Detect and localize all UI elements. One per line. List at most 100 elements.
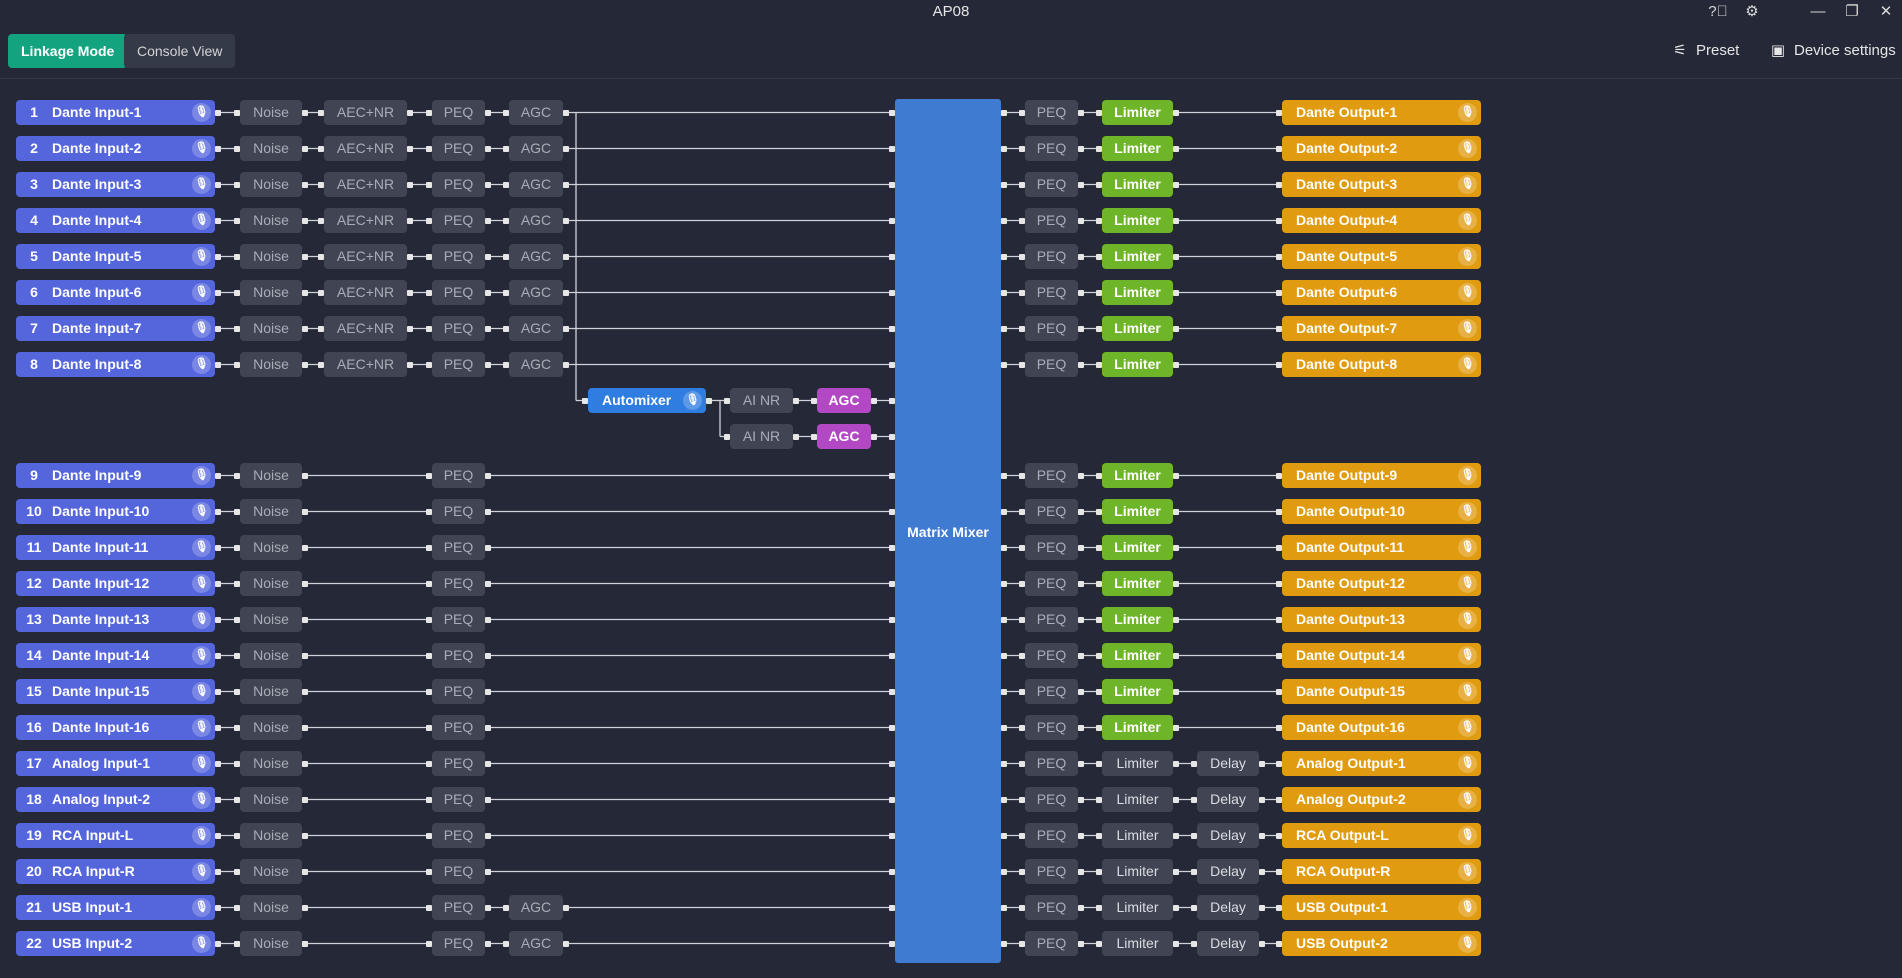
preset-button[interactable]: ⚟ Preset bbox=[1670, 34, 1739, 68]
input-peq-8[interactable]: PEQ bbox=[432, 352, 485, 377]
aec-nr-5[interactable]: AEC+NR bbox=[324, 244, 407, 269]
noise-gate-3[interactable]: Noise bbox=[240, 172, 302, 197]
microphone-icon[interactable]: 🎙 bbox=[192, 283, 211, 302]
limiter-6[interactable]: Limiter bbox=[1102, 280, 1173, 305]
output-peq-14[interactable]: PEQ bbox=[1025, 643, 1078, 668]
output-channel-16[interactable]: Dante Output-16 🎙 bbox=[1282, 715, 1481, 740]
input-agc-1[interactable]: AGC bbox=[509, 100, 563, 125]
output-peq-8[interactable]: PEQ bbox=[1025, 352, 1078, 377]
noise-gate-20[interactable]: Noise bbox=[240, 859, 302, 884]
output-peq-10[interactable]: PEQ bbox=[1025, 499, 1078, 524]
output-channel-12[interactable]: Dante Output-12 🎙 bbox=[1282, 571, 1481, 596]
automixer[interactable]: Automixer 🎙 bbox=[588, 388, 706, 413]
input-peq-6[interactable]: PEQ bbox=[432, 280, 485, 305]
output-peq-2[interactable]: PEQ bbox=[1025, 136, 1078, 161]
microphone-icon[interactable]: 🎙 bbox=[192, 319, 211, 338]
output-peq-16[interactable]: PEQ bbox=[1025, 715, 1078, 740]
limiter-21[interactable]: Limiter bbox=[1102, 895, 1173, 920]
output-channel-9[interactable]: Dante Output-9 🎙 bbox=[1282, 463, 1481, 488]
limiter-16[interactable]: Limiter bbox=[1102, 715, 1173, 740]
output-channel-4[interactable]: Dante Output-4 🎙 bbox=[1282, 208, 1481, 233]
limiter-20[interactable]: Limiter bbox=[1102, 859, 1173, 884]
limiter-13[interactable]: Limiter bbox=[1102, 607, 1173, 632]
microphone-icon[interactable]: 🎙 bbox=[1458, 139, 1477, 158]
noise-gate-1[interactable]: Noise bbox=[240, 100, 302, 125]
limiter-11[interactable]: Limiter bbox=[1102, 535, 1173, 560]
minimize-icon[interactable]: — bbox=[1810, 3, 1826, 20]
output-channel-3[interactable]: Dante Output-3 🎙 bbox=[1282, 172, 1481, 197]
microphone-icon[interactable]: 🎙 bbox=[1458, 502, 1477, 521]
input-peq-10[interactable]: PEQ bbox=[432, 499, 485, 524]
input-peq-7[interactable]: PEQ bbox=[432, 316, 485, 341]
input-channel-10[interactable]: 10 Dante Input-10 🎙 bbox=[16, 499, 215, 524]
noise-gate-10[interactable]: Noise bbox=[240, 499, 302, 524]
input-agc-21[interactable]: AGC bbox=[509, 895, 563, 920]
microphone-icon[interactable]: 🎙 bbox=[1458, 175, 1477, 194]
microphone-icon[interactable]: 🎙 bbox=[1458, 790, 1477, 809]
limiter-18[interactable]: Limiter bbox=[1102, 787, 1173, 812]
output-peq-9[interactable]: PEQ bbox=[1025, 463, 1078, 488]
noise-gate-4[interactable]: Noise bbox=[240, 208, 302, 233]
microphone-icon[interactable]: 🎙 bbox=[1458, 319, 1477, 338]
noise-gate-2[interactable]: Noise bbox=[240, 136, 302, 161]
limiter-3[interactable]: Limiter bbox=[1102, 172, 1173, 197]
input-agc-7[interactable]: AGC bbox=[509, 316, 563, 341]
microphone-icon[interactable]: 🎙 bbox=[192, 211, 211, 230]
input-peq-17[interactable]: PEQ bbox=[432, 751, 485, 776]
microphone-icon[interactable]: 🎙 bbox=[1458, 283, 1477, 302]
aec-nr-7[interactable]: AEC+NR bbox=[324, 316, 407, 341]
output-channel-15[interactable]: Dante Output-15 🎙 bbox=[1282, 679, 1481, 704]
microphone-icon[interactable]: 🎙 bbox=[1458, 826, 1477, 845]
noise-gate-18[interactable]: Noise bbox=[240, 787, 302, 812]
delay-17[interactable]: Delay bbox=[1197, 751, 1259, 776]
output-channel-17[interactable]: Analog Output-1 🎙 bbox=[1282, 751, 1481, 776]
output-channel-6[interactable]: Dante Output-6 🎙 bbox=[1282, 280, 1481, 305]
input-peq-2[interactable]: PEQ bbox=[432, 136, 485, 161]
input-channel-20[interactable]: 20 RCA Input-R 🎙 bbox=[16, 859, 215, 884]
microphone-icon[interactable]: 🎙 bbox=[192, 898, 211, 917]
input-agc-5[interactable]: AGC bbox=[509, 244, 563, 269]
microphone-icon[interactable]: 🎙 bbox=[1458, 247, 1477, 266]
output-peq-22[interactable]: PEQ bbox=[1025, 931, 1078, 956]
output-channel-7[interactable]: Dante Output-7 🎙 bbox=[1282, 316, 1481, 341]
gear-icon[interactable]: ⚙ bbox=[1745, 3, 1759, 20]
microphone-icon[interactable]: 🎙 bbox=[1458, 466, 1477, 485]
input-peq-21[interactable]: PEQ bbox=[432, 895, 485, 920]
microphone-icon[interactable]: 🎙 bbox=[192, 934, 211, 953]
input-agc-8[interactable]: AGC bbox=[509, 352, 563, 377]
input-channel-9[interactable]: 9 Dante Input-9 🎙 bbox=[16, 463, 215, 488]
input-agc-4[interactable]: AGC bbox=[509, 208, 563, 233]
noise-gate-12[interactable]: Noise bbox=[240, 571, 302, 596]
output-peq-7[interactable]: PEQ bbox=[1025, 316, 1078, 341]
output-channel-13[interactable]: Dante Output-13 🎙 bbox=[1282, 607, 1481, 632]
limiter-17[interactable]: Limiter bbox=[1102, 751, 1173, 776]
input-channel-6[interactable]: 6 Dante Input-6 🎙 bbox=[16, 280, 215, 305]
limiter-19[interactable]: Limiter bbox=[1102, 823, 1173, 848]
microphone-icon[interactable]: 🎙 bbox=[192, 538, 211, 557]
delay-18[interactable]: Delay bbox=[1197, 787, 1259, 812]
noise-gate-17[interactable]: Noise bbox=[240, 751, 302, 776]
output-channel-10[interactable]: Dante Output-10 🎙 bbox=[1282, 499, 1481, 524]
microphone-icon[interactable]: 🎙 bbox=[192, 826, 211, 845]
output-channel-18[interactable]: Analog Output-2 🎙 bbox=[1282, 787, 1481, 812]
linkage-mode-button[interactable]: Linkage Mode bbox=[8, 34, 128, 68]
output-peq-5[interactable]: PEQ bbox=[1025, 244, 1078, 269]
microphone-icon[interactable]: 🎙 bbox=[192, 355, 211, 374]
limiter-12[interactable]: Limiter bbox=[1102, 571, 1173, 596]
limiter-5[interactable]: Limiter bbox=[1102, 244, 1173, 269]
input-channel-7[interactable]: 7 Dante Input-7 🎙 bbox=[16, 316, 215, 341]
automix-agc-1[interactable]: AGC bbox=[817, 388, 871, 413]
microphone-icon[interactable]: 🎙 bbox=[192, 718, 211, 737]
aec-nr-8[interactable]: AEC+NR bbox=[324, 352, 407, 377]
limiter-10[interactable]: Limiter bbox=[1102, 499, 1173, 524]
input-channel-22[interactable]: 22 USB Input-2 🎙 bbox=[16, 931, 215, 956]
input-peq-13[interactable]: PEQ bbox=[432, 607, 485, 632]
input-channel-1[interactable]: 1 Dante Input-1 🎙 bbox=[16, 100, 215, 125]
microphone-icon[interactable]: 🎙 bbox=[192, 754, 211, 773]
input-peq-19[interactable]: PEQ bbox=[432, 823, 485, 848]
output-peq-3[interactable]: PEQ bbox=[1025, 172, 1078, 197]
output-peq-20[interactable]: PEQ bbox=[1025, 859, 1078, 884]
microphone-icon[interactable]: 🎙 bbox=[1458, 355, 1477, 374]
input-agc-22[interactable]: AGC bbox=[509, 931, 563, 956]
microphone-icon[interactable]: 🎙 bbox=[1458, 754, 1477, 773]
